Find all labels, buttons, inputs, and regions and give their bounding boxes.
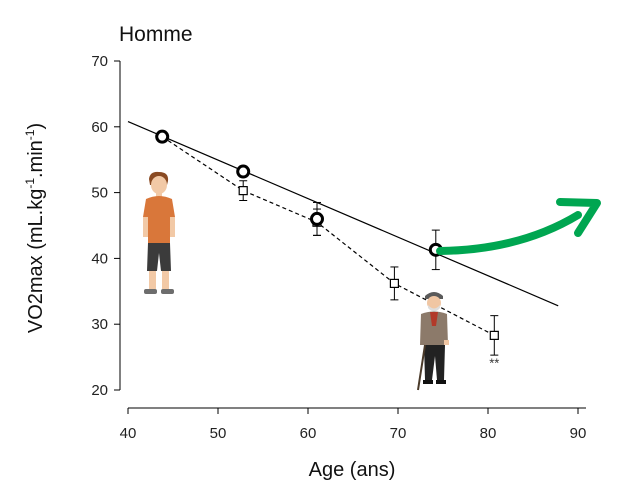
trend-arrow [436,198,601,255]
annotations-layer: ** [489,356,499,371]
young-man-shirt [143,196,175,243]
circle-point-1 [236,164,251,179]
trend-arrow-body [436,211,582,255]
young-man-leg-left [149,271,156,289]
old-man-trousers [424,345,445,380]
old-man-illustration [417,292,449,391]
y-axis-label: VO2max (mL.kg-1.min-1) [23,123,47,333]
y-axis-label-end: ) [25,123,47,130]
young-man-shoe-left [144,289,157,294]
young-man-arm-right [170,217,175,237]
young-man-arm-left [143,217,148,237]
old-man-cane [417,344,426,391]
young-man-shorts [147,243,171,271]
y-axis-label-mid: .min [25,140,47,178]
old-man-scarf [430,312,438,326]
square-point-3 [389,278,399,289]
young-man-shoe-right [161,289,174,294]
square-point-1 [238,186,248,196]
x-tick-label-80: 80 [480,425,497,442]
chart-title: Homme [119,23,193,46]
trend-arrow-head [556,198,601,237]
x-tick-label-70: 70 [390,425,407,442]
x-axis-label: Age (ans) [309,459,396,481]
regression-layer [127,120,559,307]
y-tick-label-40: 40 [91,250,108,267]
y-tick-label-50: 50 [91,185,108,202]
regression-line [127,120,559,307]
annotation-0: ** [489,356,499,371]
old-man-head [427,296,441,310]
y-tick-label-30: 30 [91,316,108,333]
y-axis-label-base: VO2max (mL.kg [25,189,47,333]
y-tick-label-70: 70 [91,53,108,70]
old-man-hand [444,340,449,345]
young-man-illustration [143,171,175,294]
old-man-shoe-left [423,380,433,384]
young-man-neck [156,192,162,197]
circle-point-2 [310,211,324,226]
circle-point-0 [155,129,170,144]
y-axis-label-sup2: -1 [23,129,37,140]
old-man-beard [428,305,440,312]
series-layer [155,129,499,356]
old-man-cap [425,292,443,299]
x-tick-label-50: 50 [210,425,227,442]
old-man-jacket [420,311,448,345]
x-tick-label-60: 60 [300,425,317,442]
y-tick-label-20: 20 [91,382,108,399]
y-axis-label-sup1: -1 [23,178,37,189]
young-man-leg-right [162,271,169,289]
square-point-4 [489,330,499,340]
axes: 20 30 40 50 60 70 40 50 60 70 80 90 [91,53,586,442]
young-man-head [151,176,167,194]
y-tick-label-60: 60 [91,119,108,136]
old-man-shoe-right [436,380,446,384]
x-tick-label-90: 90 [570,425,587,442]
x-tick-label-40: 40 [120,425,137,442]
square-series-dashed-line [161,136,495,336]
